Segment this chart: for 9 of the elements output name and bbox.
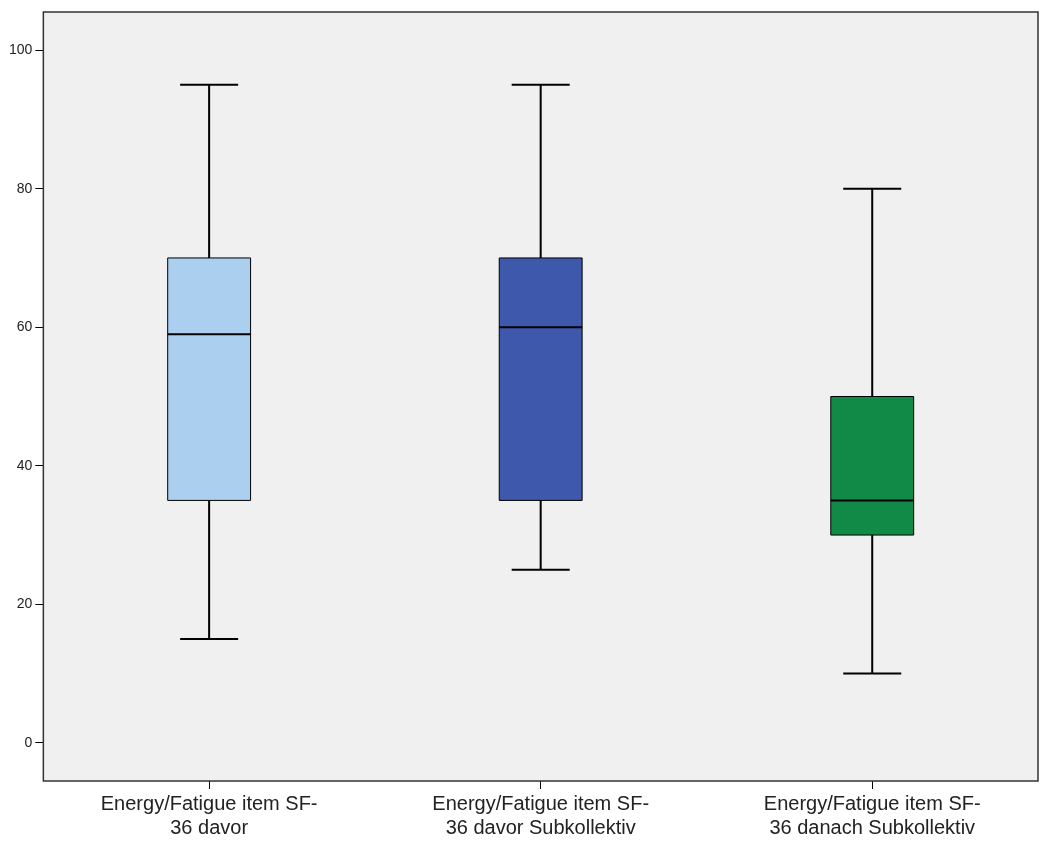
x-tick-label: Energy/Fatigue item SF-36 davor Subkollektiv	[432, 791, 650, 838]
y-tick-label: 0	[24, 733, 33, 750]
y-tick-label: 100	[9, 40, 33, 57]
y-tick-label: 80	[16, 179, 33, 196]
x-tick-label: Energy/Fatigue item SF-36 danach Subkollektiv	[763, 791, 981, 838]
y-tick-label: 40	[16, 456, 33, 473]
x-tick-label: Energy/Fatigue item SF-36 davor	[100, 791, 318, 838]
y-tick-label: 20	[16, 595, 33, 612]
y-tick-label: 60	[16, 318, 33, 335]
